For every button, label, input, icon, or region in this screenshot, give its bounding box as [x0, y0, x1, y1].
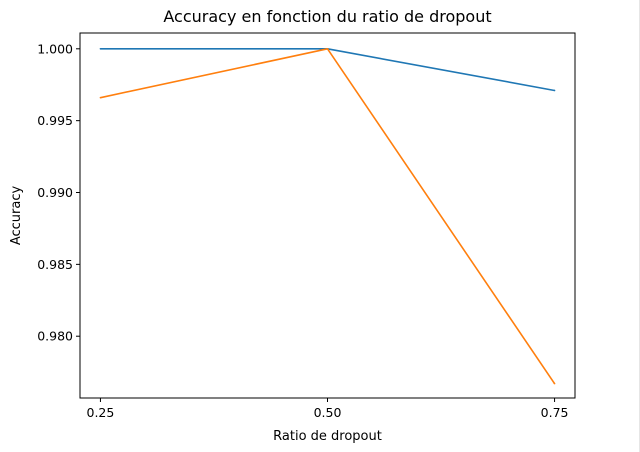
y-tick-label: 0.985	[37, 257, 73, 272]
y-tick-label: 0.995	[37, 113, 73, 128]
series-line-1	[100, 48, 555, 92]
y-axis: 0.980 0.985 0.990 0.995 1.000	[37, 41, 80, 344]
series-group	[99, 48, 556, 385]
chart-title: Accuracy en fonction du ratio de dropout	[163, 7, 491, 26]
series-line-2	[100, 48, 556, 385]
y-axis-label: Accuracy	[9, 186, 24, 246]
series-2-point	[553, 382, 556, 385]
x-axis-label: Ratio de dropout	[273, 429, 382, 444]
series-1-point	[553, 89, 556, 92]
y-tick-label: 0.990	[37, 185, 73, 200]
series-2-point	[326, 48, 329, 50]
y-tick-label: 1.000	[37, 41, 73, 56]
x-tick-label: 0.50	[314, 405, 342, 420]
x-axis: 0.25 0.50 0.75	[87, 398, 569, 420]
x-tick-label: 0.75	[541, 405, 569, 420]
series-2-point	[99, 96, 102, 99]
x-tick-label: 0.25	[87, 405, 115, 420]
series-1-point	[99, 48, 102, 50]
plot-area	[79, 32, 576, 399]
y-tick-label: 0.980	[37, 329, 73, 344]
